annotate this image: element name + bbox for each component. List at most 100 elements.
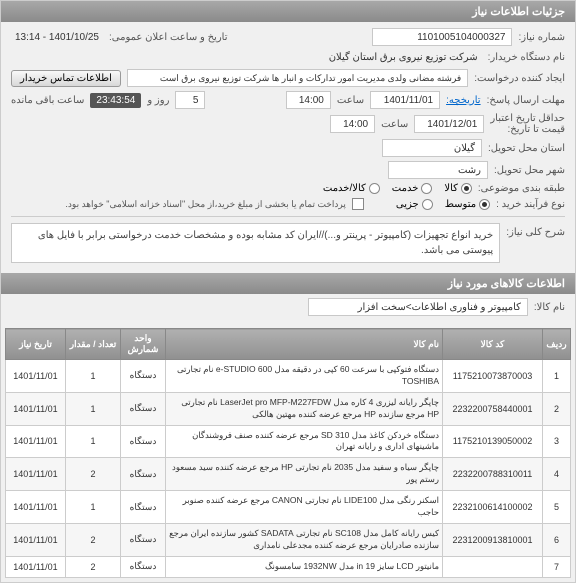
- goods-name-label: نام کالا:: [534, 302, 565, 313]
- cell-qty: 1: [66, 392, 121, 425]
- th-code: کد کالا: [443, 329, 543, 360]
- deadline-time-lbl: ساعت: [337, 95, 364, 106]
- cell-date: 1401/11/01: [6, 458, 66, 491]
- cell-row: 7: [543, 556, 571, 577]
- radio-mid[interactable]: متوسط: [445, 199, 490, 210]
- cell-qty: 2: [66, 556, 121, 577]
- contact-button[interactable]: اطلاعات تماس خریدار: [11, 70, 121, 87]
- valid-time-lbl: ساعت: [381, 119, 408, 130]
- cell-name: دستگاه فتوکپی با سرعت 60 کپی در دقیقه مد…: [166, 360, 443, 393]
- table-row: 62231200913810001کیس رایانه کامل مدل SC1…: [6, 523, 571, 556]
- cell-code: 2231200913810001: [443, 523, 543, 556]
- cell-date: 1401/11/01: [6, 556, 66, 577]
- cell-code: 1175210073870003: [443, 360, 543, 393]
- cell-row: 4: [543, 458, 571, 491]
- radio-small[interactable]: جزیی: [396, 199, 433, 210]
- cell-row: 5: [543, 491, 571, 524]
- radio-service[interactable]: خدمت: [392, 183, 433, 194]
- goods-table-wrap: ردیف کد کالا نام کالا واحد شمارش تعداد /…: [1, 324, 575, 582]
- radio-small-label: جزیی: [396, 199, 419, 210]
- cat-label: طبقه بندی موضوعی:: [478, 183, 565, 194]
- org-value: شرکت توزیع نیروی برق استان گیلان: [325, 50, 482, 65]
- th-date: تاریخ نیاز: [6, 329, 66, 360]
- proc-note: پرداخت تمام یا بخشی از مبلغ خرید،از محل …: [65, 199, 345, 210]
- valid-min-label: حداقل تاریخ اعتبار: [490, 113, 565, 124]
- cell-name: مانیتور LCD سایز 19 in مدل 1932NW سامسون…: [166, 556, 443, 577]
- city-label: شهر محل تحویل:: [494, 165, 565, 176]
- panel-header: جزئیات اطلاعات نیاز: [1, 1, 575, 22]
- cell-unit: دستگاه: [121, 556, 166, 577]
- cell-row: 6: [543, 523, 571, 556]
- cell-unit: دستگاه: [121, 491, 166, 524]
- cell-unit: دستگاه: [121, 458, 166, 491]
- cell-name: کیس رایانه کامل مدل SC108 نام تجارتی SAD…: [166, 523, 443, 556]
- th-qty: تعداد / مقدار: [66, 329, 121, 360]
- cell-name: اسکنر رنگی مدل LIDE100 نام تجارتی CANON …: [166, 491, 443, 524]
- history-link[interactable]: تاریخچه:: [446, 95, 481, 106]
- main-panel: جزئیات اطلاعات نیاز شماره نیاز: 11010051…: [0, 0, 576, 583]
- cell-date: 1401/11/01: [6, 360, 66, 393]
- cell-row: 3: [543, 425, 571, 458]
- proc-radio-group: متوسط جزیی: [396, 199, 490, 210]
- cell-unit: دستگاه: [121, 392, 166, 425]
- radio-service-label: خدمت: [392, 183, 419, 194]
- th-name: نام کالا: [166, 329, 443, 360]
- remain-days: 5: [175, 91, 205, 109]
- cell-date: 1401/11/01: [6, 392, 66, 425]
- cell-date: 1401/11/01: [6, 523, 66, 556]
- table-row: 22232200758440001چاپگر رایانه لیزری 4 کا…: [6, 392, 571, 425]
- cell-unit: دستگاه: [121, 425, 166, 458]
- form-area: شماره نیاز: 1101005104000327 تاریخ و ساع…: [1, 22, 575, 273]
- table-row: 7 مانیتور LCD سایز 19 in مدل 1932NW سامسو…: [6, 556, 571, 577]
- goods-name-value: کامپیوتر و فناوری اطلاعات>سخت افزار: [308, 298, 528, 316]
- valid-min-label2: قیمت تا تاریخ:: [490, 124, 565, 135]
- province-value: گیلان: [382, 139, 482, 157]
- desc-value: خرید انواع تجهیزات (کامپیوتر - پرینتر و.…: [11, 223, 500, 263]
- creator-label: ایجاد کننده درخواست:: [474, 73, 565, 84]
- cell-unit: دستگاه: [121, 523, 166, 556]
- goods-header: اطلاعات کالاهای مورد نیاز: [1, 273, 575, 294]
- cell-date: 1401/11/01: [6, 491, 66, 524]
- cell-name: چاپگر رایانه لیزری 4 کاره مدل LaserJet p…: [166, 392, 443, 425]
- treasury-checkbox[interactable]: [352, 198, 364, 210]
- cell-name: دستگاه خردکن کاغذ مدل SD 310 مرجع عرضه ک…: [166, 425, 443, 458]
- cell-qty: 1: [66, 425, 121, 458]
- remain-lbl: ساعت باقی مانده: [11, 95, 84, 106]
- cell-unit: دستگاه: [121, 360, 166, 393]
- announce-value: 1401/10/25 - 13:14: [11, 30, 103, 45]
- cell-date: 1401/11/01: [6, 425, 66, 458]
- req-no-label: شماره نیاز:: [518, 32, 565, 43]
- radio-both[interactable]: کالا/خدمت: [323, 183, 380, 194]
- radio-both-label: کالا/خدمت: [323, 183, 366, 194]
- table-row: 52232100614100002اسکنر رنگی مدل LIDE100 …: [6, 491, 571, 524]
- goods-table: ردیف کد کالا نام کالا واحد شمارش تعداد /…: [5, 328, 571, 578]
- org-label: نام دستگاه خریدار:: [488, 52, 565, 63]
- category-radio-group: کالا خدمت کالا/خدمت: [323, 183, 472, 194]
- remain-days-lbl: روز و: [147, 95, 169, 106]
- cell-code: 2232200788310011: [443, 458, 543, 491]
- cell-name: چاپگر سیاه و سفید مدل 2035 نام تجارتی HP…: [166, 458, 443, 491]
- valid-time: 14:00: [330, 115, 375, 133]
- countdown: 23:43:54: [90, 93, 141, 108]
- radio-goods-label: کالا: [444, 183, 458, 194]
- req-no-value: 1101005104000327: [372, 28, 512, 46]
- cell-qty: 1: [66, 360, 121, 393]
- th-row: ردیف: [543, 329, 571, 360]
- th-unit: واحد شمارش: [121, 329, 166, 360]
- proc-label: نوع فرآیند خرید :: [496, 199, 565, 210]
- creator-value: فرشته مضانی ولدی مدیریت امور تدارکات و ا…: [127, 69, 468, 87]
- cell-code: 2232200758440001: [443, 392, 543, 425]
- cell-qty: 1: [66, 491, 121, 524]
- province-label: استان محل تحویل:: [488, 143, 565, 154]
- cell-code: 2232100614100002: [443, 491, 543, 524]
- cell-code: [443, 556, 543, 577]
- cell-code: 1175210139050002: [443, 425, 543, 458]
- desc-label: شرح کلی نیاز:: [506, 223, 565, 238]
- cell-qty: 2: [66, 523, 121, 556]
- cell-qty: 2: [66, 458, 121, 491]
- cell-row: 1: [543, 360, 571, 393]
- table-row: 11175210073870003دستگاه فتوکپی با سرعت 6…: [6, 360, 571, 393]
- valid-date: 1401/12/01: [414, 115, 484, 133]
- city-value: رشت: [388, 161, 488, 179]
- radio-goods[interactable]: کالا: [444, 183, 472, 194]
